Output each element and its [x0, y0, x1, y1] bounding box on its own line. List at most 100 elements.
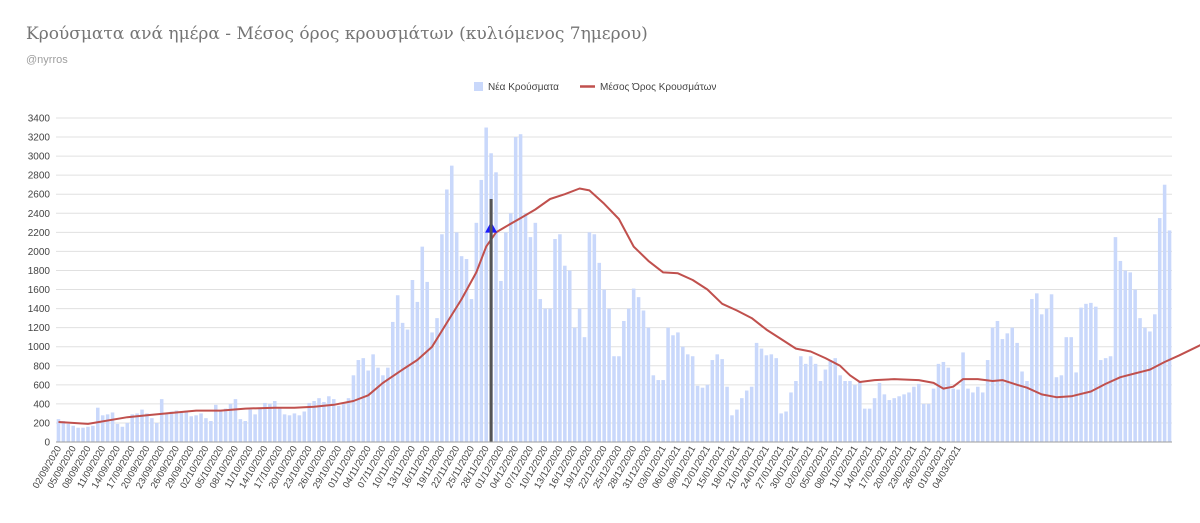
bar — [853, 384, 857, 442]
y-tick-label: 3200 — [28, 133, 51, 144]
bar — [872, 398, 877, 442]
y-tick-label: 2600 — [28, 190, 51, 201]
bar — [607, 308, 611, 442]
chart-subtitle: @nyrros — [26, 54, 68, 66]
bar — [971, 392, 975, 442]
bar — [823, 369, 828, 442]
bar — [892, 398, 896, 442]
y-tick-label: 3400 — [28, 114, 51, 125]
bar — [174, 410, 179, 442]
bar — [135, 413, 139, 442]
bar — [341, 403, 346, 442]
bar — [253, 414, 257, 442]
bar — [76, 427, 80, 442]
bar — [277, 408, 282, 442]
bar — [779, 413, 783, 442]
bar — [1000, 339, 1005, 442]
bar — [548, 308, 552, 442]
bar — [907, 392, 911, 442]
bar — [636, 297, 641, 442]
bar — [1113, 237, 1118, 442]
bar — [764, 355, 769, 442]
bar — [1118, 260, 1123, 442]
bar — [985, 360, 990, 442]
bar — [479, 179, 484, 443]
bar — [828, 360, 833, 442]
bar — [794, 381, 798, 442]
bar — [877, 382, 882, 442]
bar — [917, 383, 921, 442]
y-tick-label: 2000 — [28, 247, 51, 258]
bar — [651, 375, 656, 442]
bar — [1044, 308, 1049, 442]
bar — [661, 380, 665, 442]
bar — [1123, 270, 1128, 442]
bar — [1098, 360, 1103, 442]
y-tick-label: 1000 — [28, 342, 51, 353]
bar — [268, 403, 272, 442]
legend: Νέα Κρούσματα Μέσος Όρος Κρουσμάτων — [474, 81, 716, 93]
y-tick-label: 800 — [33, 361, 50, 372]
bar — [774, 358, 779, 442]
bar — [622, 320, 626, 442]
bar — [553, 239, 557, 442]
bar — [789, 392, 793, 442]
bar — [1128, 272, 1132, 442]
legend-label-line: Μέσος Όρος Κρουσμάτων — [600, 81, 716, 93]
bar — [612, 356, 616, 442]
bar — [749, 386, 754, 442]
bar — [273, 401, 277, 442]
bar — [867, 408, 872, 442]
bar — [587, 232, 592, 442]
bar — [115, 423, 120, 442]
bar — [1138, 318, 1142, 442]
bar — [956, 389, 960, 442]
y-tick-label: 1400 — [28, 304, 51, 315]
bar — [282, 414, 287, 442]
bar — [1010, 327, 1014, 442]
bar — [769, 354, 774, 442]
bar — [1133, 289, 1137, 442]
bar — [1084, 303, 1088, 442]
bar — [459, 256, 464, 442]
bar — [327, 396, 331, 442]
bar — [538, 299, 543, 442]
bar — [843, 381, 847, 442]
y-tick-label: 3000 — [28, 152, 51, 163]
bar — [454, 232, 459, 442]
bar — [744, 390, 749, 442]
bar — [56, 419, 61, 442]
bar — [1079, 307, 1083, 442]
bar — [346, 398, 351, 442]
bar — [100, 415, 105, 442]
bar — [626, 308, 631, 442]
annotations — [485, 199, 498, 442]
bar — [936, 363, 941, 442]
bar — [243, 421, 248, 442]
bar — [317, 398, 321, 442]
bar — [641, 310, 646, 442]
bar — [862, 408, 867, 442]
bar — [322, 401, 326, 442]
y-tick-label: 0 — [44, 438, 50, 449]
y-tick-label: 2400 — [28, 209, 51, 220]
bar — [1108, 356, 1113, 442]
bar — [725, 386, 729, 442]
bar — [961, 352, 965, 442]
bar — [464, 259, 469, 442]
bar — [395, 295, 400, 442]
bar — [720, 359, 724, 442]
bar — [912, 386, 916, 442]
bar — [976, 386, 980, 442]
bar — [155, 422, 159, 442]
bar — [735, 409, 739, 442]
bar — [887, 400, 892, 442]
bar — [533, 222, 538, 442]
bar — [145, 413, 149, 442]
bar — [469, 299, 474, 442]
bar — [690, 356, 695, 442]
bar — [1035, 293, 1039, 442]
bar — [671, 335, 675, 442]
bar — [390, 321, 395, 442]
bar — [902, 394, 906, 442]
